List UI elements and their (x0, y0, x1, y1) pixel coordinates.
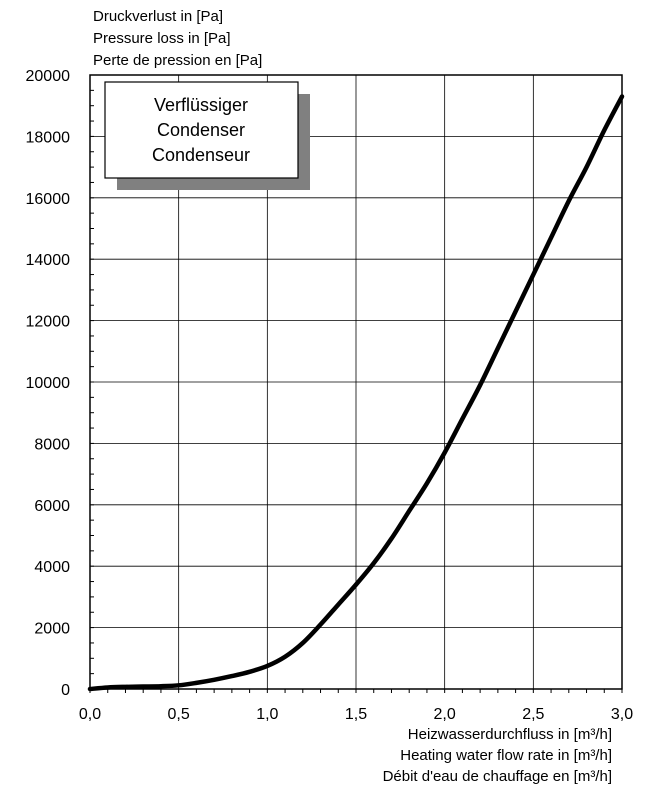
legend-label-fr: Condenseur (152, 145, 250, 165)
x-tick-label: 1,5 (345, 706, 367, 723)
x-axis-title-en: Heating water flow rate in [m³/h] (400, 747, 612, 764)
y-tick-label: 8000 (34, 436, 70, 453)
y-tick-label: 4000 (34, 559, 70, 576)
x-tick-label: 0,0 (79, 706, 101, 723)
y-axis-title-fr: Perte de pression en [Pa] (93, 52, 262, 69)
y-axis-title-de: Druckverlust in [Pa] (93, 8, 223, 25)
y-tick-label: 6000 (34, 498, 70, 515)
x-axis-title-de: Heizwasserdurchfluss in [m³/h] (408, 726, 612, 743)
x-tick-labels: 0,0 0,5 1,0 1,5 2,0 2,5 3,0 (79, 706, 633, 723)
y-tick-labels: 0 2000 4000 6000 8000 10000 12000 14000 16000 180… (26, 68, 71, 699)
x-tick-label: 1,0 (256, 706, 278, 723)
y-axis-title-en: Pressure loss in [Pa] (93, 30, 231, 47)
y-tick-label: 18000 (26, 129, 71, 146)
plot-frame (89, 74, 623, 690)
y-tick-label: 10000 (26, 375, 71, 392)
y-tick-label: 12000 (26, 314, 71, 331)
legend: Verflüssiger Condenser Condenseur (104, 81, 310, 190)
legend-box (104, 81, 299, 179)
legend-label-de: Verflüssiger (154, 95, 248, 115)
x-tick-label: 3,0 (611, 706, 633, 723)
x-tick-label: 0,5 (168, 706, 190, 723)
y-tick-label: 14000 (26, 252, 71, 269)
x-tick-label: 2,0 (434, 706, 456, 723)
x-tick-label: 2,5 (522, 706, 544, 723)
x-axis-title-fr: Débit d'eau de chauffage en [m³/h] (383, 768, 612, 785)
series-line-condenser (87, 94, 625, 692)
y-tick-label: 20000 (26, 68, 71, 85)
legend-label-en: Condenser (157, 120, 245, 140)
y-tick-label: 2000 (34, 621, 70, 638)
y-tick-label: 0 (61, 682, 70, 699)
y-tick-label: 16000 (26, 191, 71, 208)
